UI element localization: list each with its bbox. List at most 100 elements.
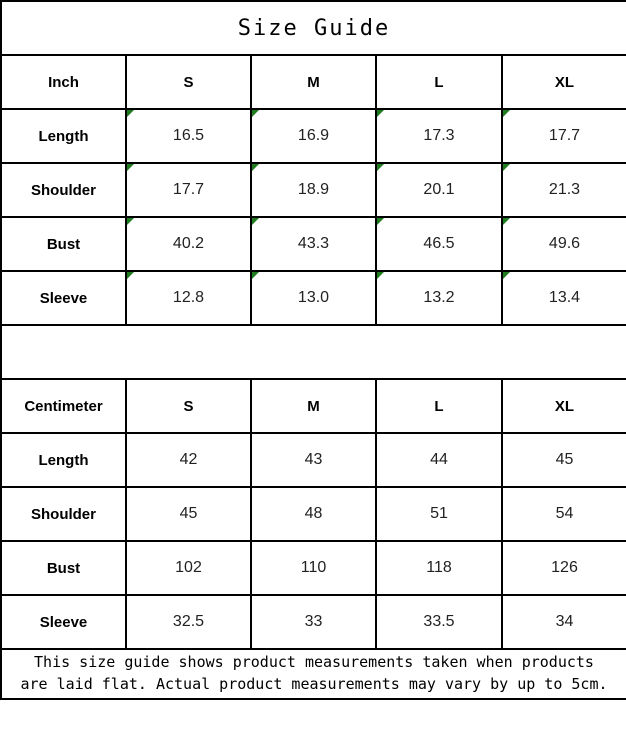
inch-unit-label: Inch — [0, 54, 127, 110]
measurement-cell: 16.9 — [250, 108, 377, 164]
inch-col-s: S — [125, 54, 252, 110]
stored-as-text-flag-icon — [253, 273, 259, 279]
row-label: Bust — [0, 540, 127, 596]
inch-col-m: M — [250, 54, 377, 110]
measurement-value: 46.5 — [423, 235, 455, 252]
measurement-cell: 12.8 — [125, 270, 252, 326]
stored-as-text-flag-icon — [128, 219, 134, 225]
cm-col-m: M — [250, 378, 377, 434]
stored-as-text-flag-icon — [378, 111, 384, 117]
measurement-value: 18.9 — [297, 181, 330, 198]
measurement-cell: 17.7 — [125, 162, 252, 218]
measurement-cell: 43 — [250, 432, 377, 488]
stored-as-text-flag-icon — [128, 273, 134, 279]
inch-row-sleeve: Sleeve 12.8 13.0 13.2 13.4 — [0, 270, 626, 326]
footer-row: This size guide shows product measuremen… — [0, 648, 626, 700]
measurement-cell: 16.5 — [125, 108, 252, 164]
footer-note-line2: are laid flat. Actual product measuremen… — [20, 674, 608, 693]
stored-as-text-flag-icon — [504, 219, 510, 225]
row-label: Length — [0, 108, 127, 164]
empty-cell — [0, 324, 626, 380]
measurement-value: 13.2 — [423, 289, 455, 306]
measurement-value: 17.7 — [548, 127, 581, 144]
measurement-cell: 102 — [125, 540, 252, 596]
cm-col-s: S — [125, 378, 252, 434]
row-label: Shoulder — [0, 486, 127, 542]
row-label: Bust — [0, 216, 127, 272]
row-label: Sleeve — [0, 270, 127, 326]
measurement-cell: 45 — [125, 486, 252, 542]
inch-col-xl: XL — [501, 54, 626, 110]
measurement-cell: 13.0 — [250, 270, 377, 326]
measurement-cell: 17.7 — [501, 108, 626, 164]
stored-as-text-flag-icon — [128, 111, 134, 117]
measurement-value: 43.3 — [297, 235, 330, 252]
measurement-cell: 18.9 — [250, 162, 377, 218]
stored-as-text-flag-icon — [253, 219, 259, 225]
cm-unit-label: Centimeter — [0, 378, 127, 434]
measurement-cell: 49.6 — [501, 216, 626, 272]
measurement-value: 13.0 — [297, 289, 330, 306]
stored-as-text-flag-icon — [253, 165, 259, 171]
measurement-value: 49.6 — [548, 235, 581, 252]
measurement-cell: 13.2 — [375, 270, 503, 326]
measurement-value: 17.3 — [423, 127, 455, 144]
measurement-cell: 45 — [501, 432, 626, 488]
cm-row-bust: Bust 102 110 118 126 — [0, 540, 626, 596]
stored-as-text-flag-icon — [504, 273, 510, 279]
measurement-cell: 110 — [250, 540, 377, 596]
measurement-cell: 126 — [501, 540, 626, 596]
stored-as-text-flag-icon — [504, 111, 510, 117]
measurement-cell: 118 — [375, 540, 503, 596]
stored-as-text-flag-icon — [378, 219, 384, 225]
measurement-cell: 17.3 — [375, 108, 503, 164]
title-row: Size Guide — [0, 0, 626, 56]
stored-as-text-flag-icon — [378, 273, 384, 279]
measurement-value: 40.2 — [172, 235, 205, 252]
cm-row-length: Length 42 43 44 45 — [0, 432, 626, 488]
measurement-value: 17.7 — [172, 181, 205, 198]
inch-row-shoulder: Shoulder 17.7 18.9 20.1 21.3 — [0, 162, 626, 218]
measurement-cell: 44 — [375, 432, 503, 488]
measurement-cell: 13.4 — [501, 270, 626, 326]
cm-col-l: L — [375, 378, 503, 434]
size-guide-table: Size Guide Inch S M L XL Length 16.5 16.… — [0, 0, 626, 700]
measurement-cell: 46.5 — [375, 216, 503, 272]
measurement-value: 20.1 — [423, 181, 455, 198]
footer-note: This size guide shows product measuremen… — [0, 648, 626, 700]
measurement-value: 16.5 — [172, 127, 205, 144]
measurement-cell: 42 — [125, 432, 252, 488]
footer-note-line1: This size guide shows product measuremen… — [34, 653, 594, 671]
measurement-cell: 51 — [375, 486, 503, 542]
cm-col-xl: XL — [501, 378, 626, 434]
cm-row-shoulder: Shoulder 45 48 51 54 — [0, 486, 626, 542]
measurement-value: 13.4 — [548, 289, 581, 306]
measurement-cell: 48 — [250, 486, 377, 542]
inch-row-length: Length 16.5 16.9 17.3 17.7 — [0, 108, 626, 164]
row-label: Shoulder — [0, 162, 127, 218]
inch-row-bust: Bust 40.2 43.3 46.5 49.6 — [0, 216, 626, 272]
spacer-row — [0, 324, 626, 380]
row-label: Length — [0, 432, 127, 488]
measurement-value: 16.9 — [297, 127, 330, 144]
cm-row-sleeve: Sleeve 32.5 33 33.5 34 — [0, 594, 626, 650]
stored-as-text-flag-icon — [378, 165, 384, 171]
measurement-cell: 21.3 — [501, 162, 626, 218]
inch-header-row: Inch S M L XL — [0, 54, 626, 110]
measurement-value: 21.3 — [548, 181, 581, 198]
measurement-cell: 32.5 — [125, 594, 252, 650]
measurement-cell: 40.2 — [125, 216, 252, 272]
stored-as-text-flag-icon — [128, 165, 134, 171]
measurement-value: 12.8 — [172, 289, 205, 306]
page-title: Size Guide — [0, 0, 626, 56]
measurement-cell: 20.1 — [375, 162, 503, 218]
stored-as-text-flag-icon — [504, 165, 510, 171]
row-label: Sleeve — [0, 594, 127, 650]
measurement-cell: 33.5 — [375, 594, 503, 650]
stored-as-text-flag-icon — [253, 111, 259, 117]
inch-col-l: L — [375, 54, 503, 110]
measurement-cell: 34 — [501, 594, 626, 650]
measurement-cell: 43.3 — [250, 216, 377, 272]
cm-header-row: Centimeter S M L XL — [0, 378, 626, 434]
measurement-cell: 54 — [501, 486, 626, 542]
